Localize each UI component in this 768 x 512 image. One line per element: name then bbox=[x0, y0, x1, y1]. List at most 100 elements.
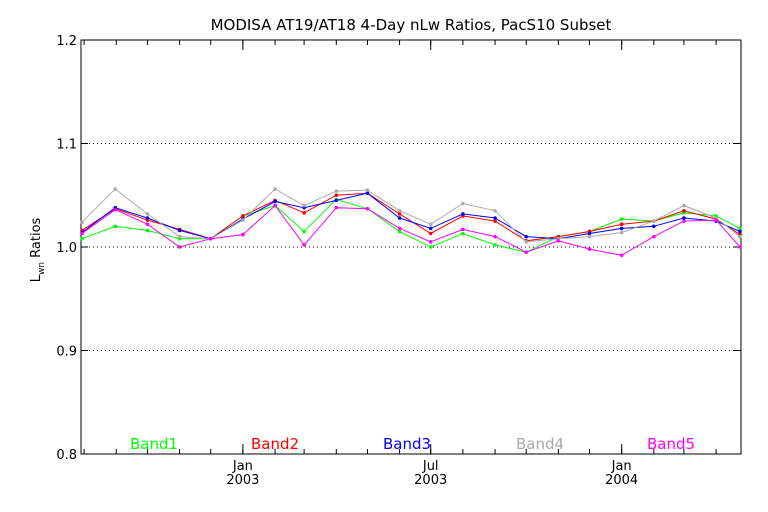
y-axis-label: Lwn Ratios bbox=[29, 217, 47, 282]
data-point bbox=[493, 234, 497, 239]
data-point bbox=[177, 245, 182, 249]
x-tick-label-year: 2004 bbox=[605, 473, 638, 488]
data-point bbox=[302, 203, 306, 208]
data-point bbox=[241, 214, 245, 218]
data-point bbox=[524, 250, 528, 254]
data-point bbox=[556, 238, 561, 243]
data-point bbox=[714, 218, 718, 222]
data-point bbox=[428, 231, 433, 236]
data-point bbox=[738, 245, 742, 249]
data-point bbox=[334, 189, 339, 193]
data-point bbox=[619, 253, 624, 258]
data-point bbox=[652, 234, 656, 239]
series-band5 bbox=[80, 203, 742, 258]
x-tick-label-year: 2003 bbox=[226, 473, 259, 488]
data-point bbox=[461, 231, 465, 236]
data-point bbox=[273, 199, 277, 204]
legend-entry: Band2 bbox=[251, 435, 299, 453]
series-line bbox=[81, 204, 741, 256]
legend-entry: Band3 bbox=[383, 435, 431, 453]
data-point bbox=[113, 207, 118, 212]
data-point bbox=[80, 236, 84, 241]
data-point bbox=[619, 226, 624, 231]
data-point bbox=[493, 219, 497, 223]
data-point bbox=[365, 188, 370, 192]
data-point bbox=[241, 232, 245, 237]
data-point bbox=[738, 234, 742, 239]
data-point bbox=[365, 191, 370, 195]
data-point bbox=[177, 228, 182, 233]
series-band4 bbox=[80, 187, 742, 244]
x-tick-label-month: Jan bbox=[232, 459, 253, 474]
data-point bbox=[493, 243, 497, 247]
data-point bbox=[397, 216, 402, 220]
data-point bbox=[397, 212, 402, 216]
data-point bbox=[461, 227, 465, 232]
x-tick-label-year: 2003 bbox=[414, 473, 447, 488]
data-point bbox=[208, 236, 213, 241]
data-point bbox=[80, 220, 84, 224]
data-point bbox=[302, 229, 306, 234]
data-point bbox=[619, 230, 624, 235]
data-point bbox=[273, 187, 277, 191]
data-point bbox=[302, 243, 306, 247]
y-tick-label: 0.9 bbox=[56, 345, 77, 360]
y-axis-label-rest: Ratios bbox=[29, 217, 44, 262]
data-point bbox=[397, 226, 402, 231]
series-line bbox=[81, 188, 741, 243]
data-point bbox=[493, 216, 497, 220]
data-point bbox=[334, 205, 339, 210]
data-point bbox=[524, 234, 528, 239]
chart-title: MODISA AT19/AT18 4-Day nLw Ratios, PacS1… bbox=[211, 16, 612, 34]
data-point bbox=[738, 226, 742, 231]
y-tick-label: 0.8 bbox=[56, 448, 77, 463]
legend-entry: Band1 bbox=[130, 435, 178, 453]
data-point bbox=[428, 240, 433, 244]
data-point bbox=[682, 219, 686, 223]
data-point bbox=[461, 201, 465, 206]
data-point bbox=[652, 224, 656, 229]
data-point bbox=[738, 229, 742, 234]
data-point bbox=[302, 211, 306, 215]
data-point bbox=[461, 212, 465, 216]
x-tick-label-month: Jan bbox=[611, 459, 632, 474]
data-point bbox=[113, 187, 118, 191]
data-point bbox=[682, 216, 686, 220]
data-point bbox=[273, 203, 277, 208]
data-point bbox=[334, 193, 339, 198]
y-tick-label: 1.1 bbox=[56, 138, 77, 153]
y-tick-label: 1.0 bbox=[56, 241, 77, 256]
data-point bbox=[177, 234, 182, 239]
data-point bbox=[619, 222, 624, 227]
data-point bbox=[619, 217, 624, 221]
legend-entry: Band4 bbox=[516, 435, 564, 453]
series-layer bbox=[80, 187, 742, 258]
y-tick-label: 1.2 bbox=[56, 34, 77, 49]
series-line bbox=[81, 198, 741, 253]
data-point bbox=[145, 228, 150, 233]
data-point bbox=[145, 212, 150, 216]
legend-entry: Band5 bbox=[647, 435, 695, 453]
data-point bbox=[334, 198, 339, 203]
data-point bbox=[145, 216, 150, 220]
x-tick-label-month: Jul bbox=[422, 459, 439, 474]
data-point bbox=[397, 208, 402, 213]
legend: Band1 Band2 Band3 Band4 Band5 bbox=[130, 435, 695, 453]
data-point bbox=[682, 203, 686, 208]
data-point bbox=[524, 240, 528, 244]
y-axis-label-main: L bbox=[29, 274, 44, 282]
data-point bbox=[428, 222, 433, 227]
data-point bbox=[365, 206, 370, 211]
data-point bbox=[587, 234, 592, 239]
data-point bbox=[493, 208, 497, 213]
data-point bbox=[113, 224, 118, 229]
data-point bbox=[428, 226, 433, 231]
y-axis-label-sub: wn bbox=[37, 262, 47, 275]
data-point bbox=[145, 222, 150, 227]
data-point bbox=[587, 231, 592, 236]
series-line bbox=[81, 192, 741, 240]
data-point bbox=[241, 218, 245, 222]
data-point bbox=[428, 245, 433, 249]
